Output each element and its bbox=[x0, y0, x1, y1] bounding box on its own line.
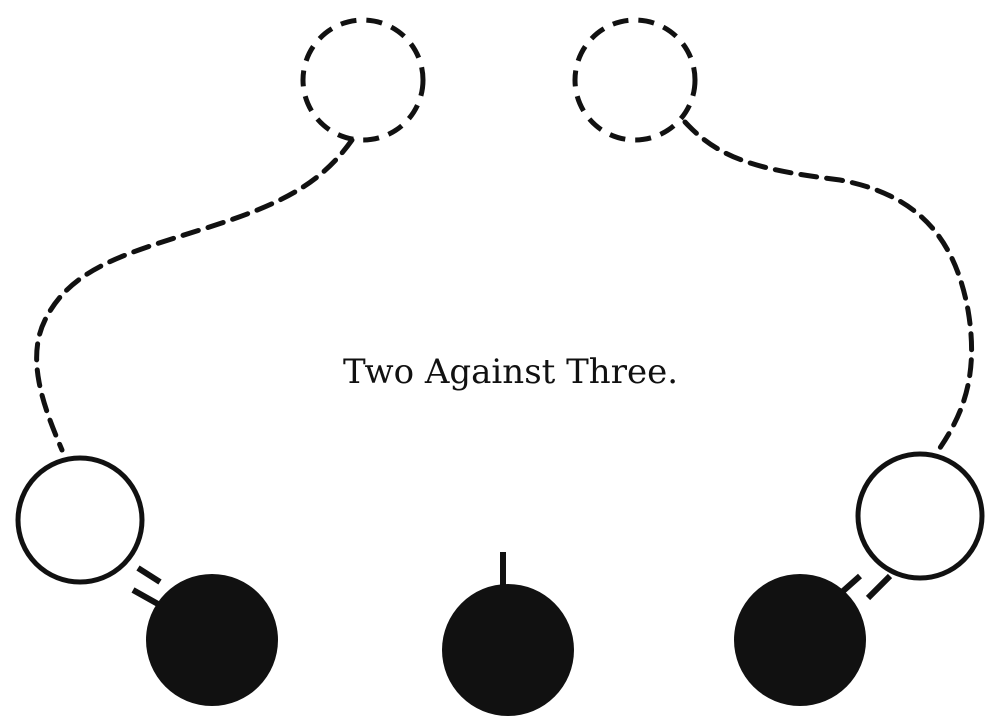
path-left bbox=[34, 137, 355, 453]
attacker-start-left bbox=[300, 17, 426, 143]
stick-left-2 bbox=[136, 565, 162, 585]
defender-left bbox=[146, 574, 278, 706]
diagram-title: Two Against Three. bbox=[343, 352, 678, 392]
path-right bbox=[682, 119, 975, 458]
stick-right bbox=[840, 573, 862, 595]
defender-center bbox=[442, 584, 574, 716]
stick-right-2 bbox=[865, 573, 893, 601]
attacker-end-left bbox=[15, 455, 145, 585]
attacker-end-right bbox=[855, 451, 985, 581]
defender-right bbox=[734, 574, 866, 706]
attacker-start-right bbox=[572, 17, 698, 143]
stick-left bbox=[131, 587, 160, 607]
